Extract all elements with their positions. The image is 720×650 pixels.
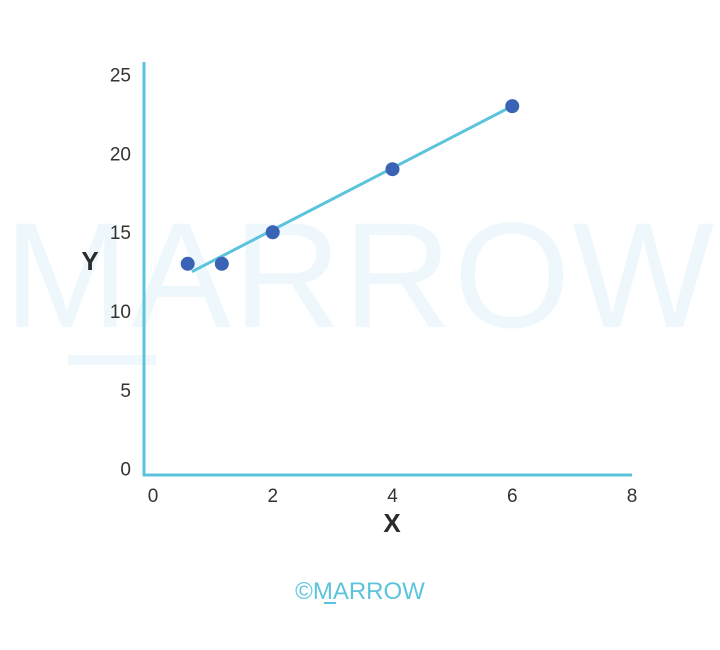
data-point	[265, 225, 280, 240]
copyright-text: ©MARROW	[295, 578, 425, 605]
y-tick-label: 5	[120, 381, 131, 402]
x-axis-label: X	[383, 508, 401, 538]
y-tick-label: 20	[110, 144, 131, 165]
y-tick-label: 25	[110, 66, 131, 87]
watermark: MARROW	[4, 191, 716, 365]
data-point	[385, 162, 400, 177]
x-tick-label: 4	[387, 486, 398, 507]
trendline-layer	[191, 104, 513, 273]
y-tick-label: 10	[110, 302, 131, 323]
y-tick-label: 15	[110, 223, 131, 244]
y-tick-label: 0	[120, 460, 131, 481]
axes	[142, 62, 632, 477]
trendline	[191, 104, 513, 273]
watermark-text: MARROW	[4, 191, 716, 359]
x-tick-label: 8	[627, 486, 638, 507]
x-tick-label: 6	[507, 486, 518, 507]
x-tick-label: 0	[148, 486, 159, 507]
points-layer	[180, 99, 520, 271]
data-point	[180, 256, 195, 271]
data-point	[214, 256, 229, 271]
watermark-underline	[68, 355, 156, 365]
y-axis-label: Y	[81, 246, 98, 276]
tick-labels: 0 2 4 6 8 0 5 10 15 20 25	[110, 66, 637, 507]
x-tick-label: 2	[267, 486, 278, 507]
copyright-underline	[324, 602, 336, 604]
data-point	[505, 99, 520, 114]
